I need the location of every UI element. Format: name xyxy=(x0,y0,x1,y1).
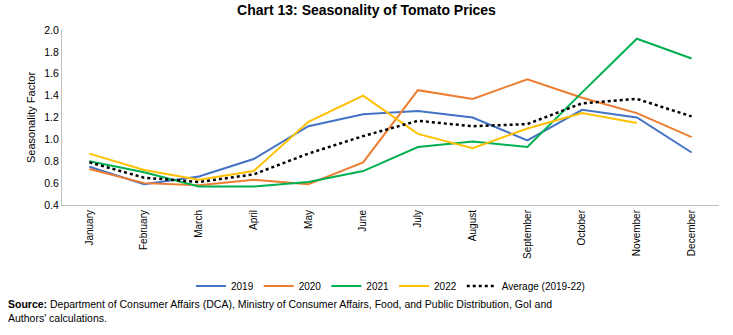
svg-text:2021: 2021 xyxy=(366,281,389,292)
svg-text:1.6: 1.6 xyxy=(44,67,59,79)
svg-text:Average (2019-22): Average (2019-22) xyxy=(502,281,585,292)
svg-text:October: October xyxy=(576,209,587,245)
svg-text:2.0: 2.0 xyxy=(44,24,59,36)
svg-text:December: December xyxy=(686,209,697,256)
svg-text:April: April xyxy=(248,210,259,230)
svg-text:August: August xyxy=(467,210,478,241)
svg-text:1.4: 1.4 xyxy=(44,89,59,101)
svg-text:Source: Department of Consumer: Source: Department of Consumer Affairs (… xyxy=(8,298,552,324)
svg-text:2020: 2020 xyxy=(299,281,322,292)
svg-text:0.8: 0.8 xyxy=(44,155,59,167)
svg-text:1.0: 1.0 xyxy=(44,133,59,145)
svg-text:2019: 2019 xyxy=(231,281,254,292)
svg-text:March: March xyxy=(193,210,204,238)
svg-text:June: June xyxy=(357,210,368,232)
svg-text:November: November xyxy=(631,209,642,256)
svg-text:Chart 13: Seasonality of Tomat: Chart 13: Seasonality of Tomato Prices xyxy=(237,2,496,18)
svg-text:July: July xyxy=(412,210,423,228)
svg-text:0.6: 0.6 xyxy=(44,177,59,189)
svg-text:January: January xyxy=(84,210,95,246)
svg-text:May: May xyxy=(303,210,314,229)
svg-text:1.2: 1.2 xyxy=(44,111,59,123)
svg-text:1.8: 1.8 xyxy=(44,46,59,58)
svg-text:September: September xyxy=(522,209,533,259)
svg-text:2022: 2022 xyxy=(434,281,457,292)
svg-text:0.4: 0.4 xyxy=(44,199,59,211)
svg-text:Seasonality Factor: Seasonality Factor xyxy=(25,72,37,163)
svg-text:February: February xyxy=(138,210,149,250)
